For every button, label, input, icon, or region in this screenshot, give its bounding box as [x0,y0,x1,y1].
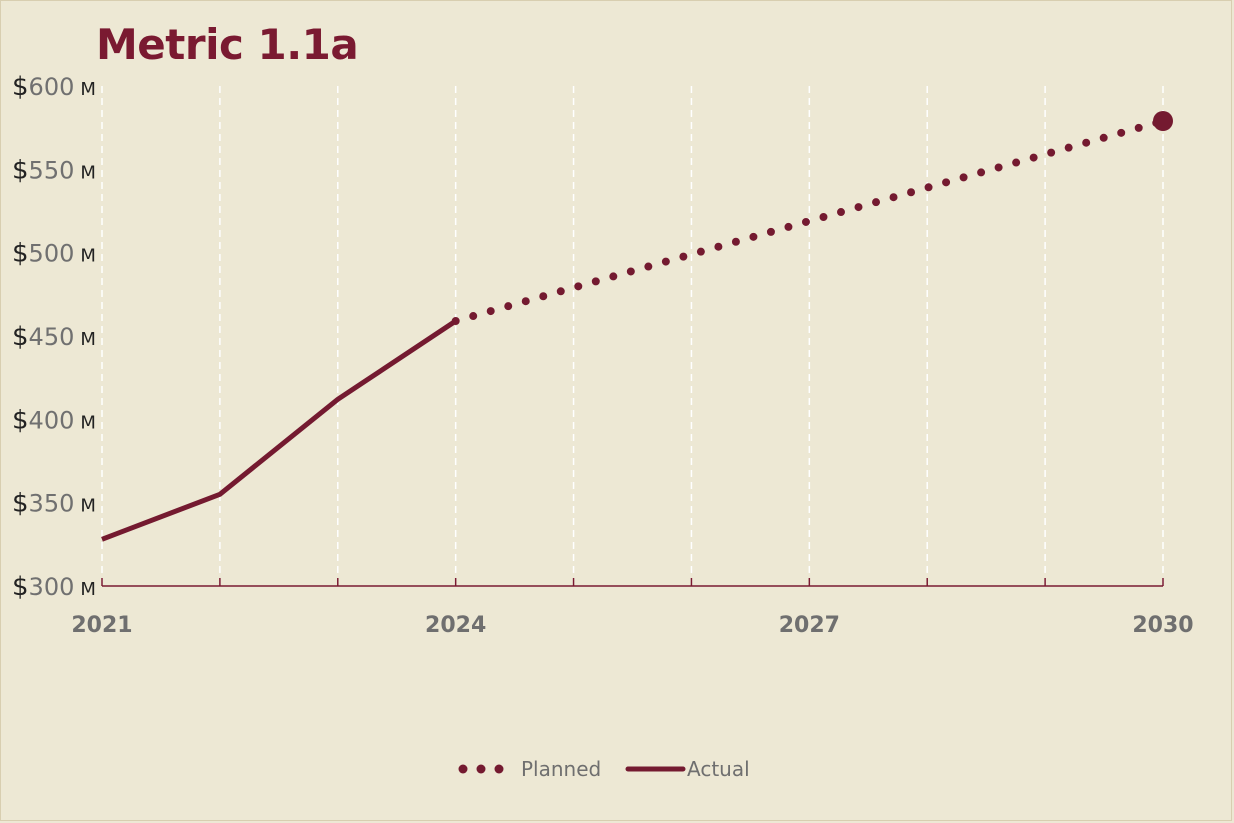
legend-label-planned: Planned [521,757,601,781]
y-tick-label: $350 M [12,489,96,519]
y-tick-dollar: $ [12,239,29,269]
y-tick-label: $450 M [12,322,96,352]
legend: Planned Actual [458,757,750,781]
y-tick-unit: M [80,162,96,183]
series-layer [101,111,1173,542]
legend-label-actual: Actual [687,757,750,781]
y-tick-label: $550 M [12,155,96,185]
series-line-planned [451,117,1167,325]
legend-marker-planned [476,764,486,774]
gridlines [101,86,1164,586]
y-tick-label: $300 M [12,572,96,602]
y-tick-unit: M [80,329,96,350]
y-tick-number: 550 [29,156,75,184]
y-tick-dollar: $ [12,322,29,352]
y-tick-number: 500 [29,240,75,268]
y-tick-number: 400 [29,406,75,434]
y-tick-unit: M [80,246,96,267]
y-tick-dollar: $ [12,405,29,435]
y-tick-unit: M [80,579,96,600]
x-axis [101,578,1164,587]
y-tick-number: 450 [29,323,75,351]
x-tick-label-2030: 2030 [1132,613,1193,638]
y-tick-number: 300 [29,573,75,601]
y-tick-dollar: $ [12,155,29,185]
chart-title: Metric 1.1a [96,20,359,69]
y-tick-dollar: $ [12,572,29,602]
y-tick-label: $500 M [12,239,96,269]
legend-marker-planned [494,764,504,774]
y-tick-number: 350 [29,490,75,518]
x-tick-label-2024: 2024 [425,613,486,638]
y-tick-label: $600 M [12,72,96,102]
y-tick-number: 600 [29,73,75,101]
x-tick-label-2027: 2027 [779,613,840,638]
y-tick-unit: M [80,79,96,100]
y-tick-label: $400 M [12,405,96,435]
series-line-actual [101,318,458,542]
y-tick-unit: M [80,496,96,517]
y-tick-dollar: $ [12,489,29,519]
series-end-point-planned [1153,111,1173,131]
x-tick-label-2021: 2021 [71,613,132,638]
legend-marker-planned [458,764,468,774]
y-tick-unit: M [80,412,96,433]
y-tick-dollar: $ [12,72,29,102]
y-axis-ticks: $600 M$550 M$500 M$450 M$400 M$350 M$300 M [12,72,96,602]
x-axis-ticks: 2021 2024 2027 2030 [71,613,1193,638]
